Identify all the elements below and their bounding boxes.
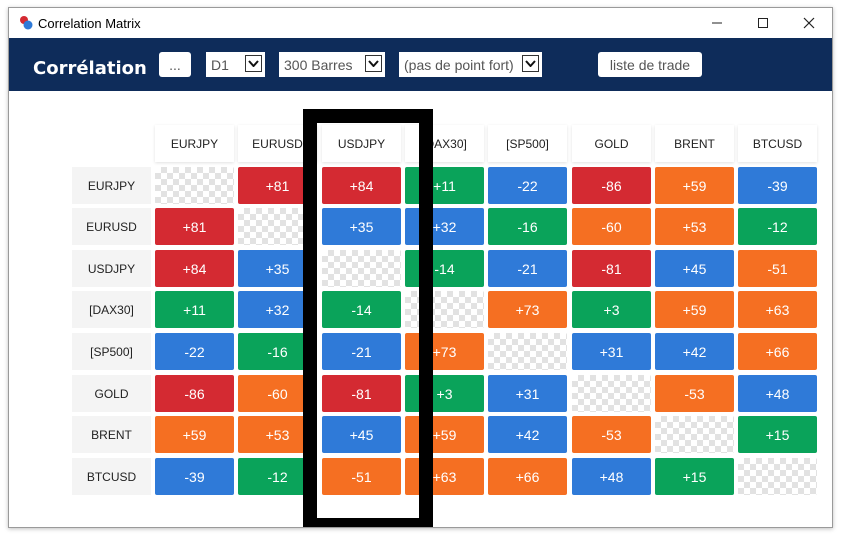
correlation-cell[interactable]: -22	[488, 167, 567, 204]
column-header[interactable]: [SP500]	[488, 125, 567, 162]
correlation-cell[interactable]: -14	[405, 250, 484, 287]
column-header[interactable]: [DAX30]	[405, 125, 484, 162]
correlation-cell[interactable]: -21	[322, 333, 401, 370]
trade-list-button[interactable]: liste de trade	[598, 52, 702, 77]
correlation-cell[interactable]: -81	[572, 250, 651, 287]
row-header[interactable]: BRENT	[72, 416, 151, 453]
diagonal-cell[interactable]	[322, 250, 401, 287]
correlation-cell[interactable]: -86	[155, 375, 234, 412]
correlation-cell[interactable]: +31	[572, 333, 651, 370]
diagonal-cell[interactable]	[488, 333, 567, 370]
correlation-cell[interactable]: +45	[322, 416, 401, 453]
minimize-button[interactable]	[694, 8, 740, 38]
timeframe-select[interactable]: D1	[206, 52, 265, 77]
correlation-cell[interactable]: -39	[738, 167, 817, 204]
correlation-cell[interactable]: -51	[322, 458, 401, 495]
correlation-cell[interactable]: +11	[155, 291, 234, 328]
correlation-cell[interactable]: -53	[655, 375, 734, 412]
correlation-cell[interactable]: +59	[655, 167, 734, 204]
correlation-cell[interactable]: -39	[155, 458, 234, 495]
window-title: Correlation Matrix	[38, 16, 141, 31]
correlation-cell[interactable]: +11	[405, 167, 484, 204]
correlation-cell[interactable]: +73	[488, 291, 567, 328]
row-header[interactable]: EURUSD	[72, 208, 151, 245]
correlation-cell[interactable]: +48	[572, 458, 651, 495]
maximize-button[interactable]	[740, 8, 786, 38]
correlation-cell[interactable]: -12	[738, 208, 817, 245]
correlation-cell[interactable]: -53	[572, 416, 651, 453]
correlation-cell[interactable]: +59	[155, 416, 234, 453]
row-header[interactable]: USDJPY	[72, 250, 151, 287]
minimize-icon	[712, 22, 722, 24]
correlation-cell[interactable]: -60	[572, 208, 651, 245]
title-bar[interactable]: Correlation Matrix	[9, 8, 832, 38]
bars-select[interactable]: 300 Barres	[279, 52, 385, 77]
diagonal-cell[interactable]	[655, 416, 734, 453]
app-logo-icon	[20, 16, 33, 30]
correlation-cell[interactable]: +35	[322, 208, 401, 245]
column-header[interactable]: BTCUSD	[738, 125, 817, 162]
chevron-down-icon[interactable]	[365, 55, 382, 72]
column-header[interactable]: GOLD	[572, 125, 651, 162]
correlation-cell[interactable]: +48	[738, 375, 817, 412]
row-header[interactable]: GOLD	[72, 375, 151, 412]
correlation-cell[interactable]: +63	[738, 291, 817, 328]
correlation-cell[interactable]: -86	[572, 167, 651, 204]
column-header[interactable]: EURJPY	[155, 125, 234, 162]
row-header[interactable]: [DAX30]	[72, 291, 151, 328]
correlation-cell[interactable]: +42	[655, 333, 734, 370]
correlation-cell[interactable]: -14	[322, 291, 401, 328]
correlation-cell[interactable]: +84	[322, 167, 401, 204]
chevron-down-icon[interactable]	[522, 55, 539, 72]
correlation-cell[interactable]: +81	[155, 208, 234, 245]
bars-value: 300 Barres	[284, 56, 353, 73]
correlation-cell[interactable]: +32	[405, 208, 484, 245]
correlation-cell[interactable]: +15	[738, 416, 817, 453]
close-icon	[803, 17, 815, 29]
correlation-cell[interactable]: +73	[405, 333, 484, 370]
correlation-cell[interactable]: -21	[488, 250, 567, 287]
correlation-cell[interactable]: +59	[655, 291, 734, 328]
chevron-down-icon[interactable]	[245, 55, 262, 72]
correlation-cell[interactable]: -51	[738, 250, 817, 287]
point-fort-value: (pas de point fort)	[404, 56, 514, 73]
correlation-cell[interactable]: -22	[155, 333, 234, 370]
correlation-cell[interactable]: +45	[655, 250, 734, 287]
diagonal-cell[interactable]	[738, 458, 817, 495]
correlation-cell[interactable]: -81	[322, 375, 401, 412]
row-header[interactable]: BTCUSD	[72, 458, 151, 495]
correlation-cell[interactable]: +84	[155, 250, 234, 287]
correlation-cell[interactable]: +53	[655, 208, 734, 245]
timeframe-value: D1	[211, 56, 229, 73]
diagonal-cell[interactable]	[405, 291, 484, 328]
correlation-cell[interactable]: +42	[488, 416, 567, 453]
correlation-matrix: EURJPY EURUSD USDJPY [DAX30] [SP500] GOLD BREN…	[9, 91, 832, 527]
correlation-cell[interactable]: +66	[488, 458, 567, 495]
correlation-cell[interactable]: +3	[405, 375, 484, 412]
row-header[interactable]: EURJPY	[72, 167, 151, 204]
row-header[interactable]: [SP500]	[72, 333, 151, 370]
close-button[interactable]	[786, 8, 832, 38]
ellipsis-button[interactable]: ...	[159, 52, 191, 77]
column-header[interactable]: USDJPY	[322, 125, 401, 162]
correlation-cell[interactable]: +66	[738, 333, 817, 370]
column-header[interactable]: BRENT	[655, 125, 734, 162]
app-window: Correlation Matrix Corrélation ... D1 30…	[8, 7, 833, 528]
maximize-icon	[758, 18, 768, 28]
correlation-cell[interactable]: +59	[405, 416, 484, 453]
toolbar: Corrélation ... D1 300 Barres (pas de po…	[9, 38, 832, 91]
correlation-cell[interactable]: -16	[488, 208, 567, 245]
point-fort-select[interactable]: (pas de point fort)	[399, 52, 542, 77]
diagonal-cell[interactable]	[155, 167, 234, 204]
column-highlight-frame	[303, 109, 433, 527]
toolbar-title: Corrélation	[33, 58, 147, 79]
correlation-cell[interactable]: +15	[655, 458, 734, 495]
correlation-cell[interactable]: +63	[405, 458, 484, 495]
diagonal-cell[interactable]	[572, 375, 651, 412]
correlation-cell[interactable]: +3	[572, 291, 651, 328]
correlation-cell[interactable]: +31	[488, 375, 567, 412]
